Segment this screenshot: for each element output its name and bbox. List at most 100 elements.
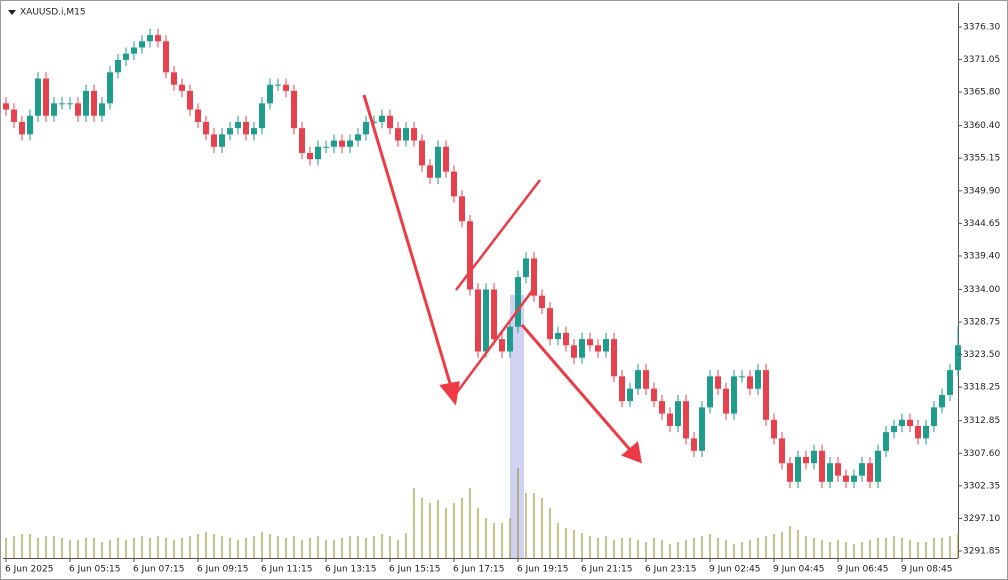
channel-line <box>455 179 541 291</box>
candle-body <box>915 425 921 439</box>
y-tick-label: 3318.25 <box>963 383 1000 393</box>
candle-body <box>723 388 729 414</box>
candle-body <box>91 90 97 116</box>
candle-body <box>739 376 745 378</box>
candle-body <box>155 35 161 42</box>
candle-body <box>867 463 873 482</box>
candle-body <box>251 128 257 135</box>
x-tick-label: 9 Jun 06:45 <box>837 565 888 575</box>
y-tick-label: 3312.85 <box>963 416 1000 426</box>
candle-body <box>259 103 265 129</box>
candle-body <box>107 72 113 104</box>
candle-body <box>883 432 889 451</box>
candle-body <box>347 140 353 147</box>
candle-body <box>851 475 857 482</box>
candle-body <box>507 326 513 352</box>
y-tick-label: 3349.90 <box>963 186 1000 196</box>
candle-body <box>363 121 369 135</box>
highlight-band <box>510 295 524 558</box>
candle-body <box>3 103 9 110</box>
candle-body <box>795 456 801 482</box>
candle-body <box>811 450 817 464</box>
candle-body <box>371 121 377 123</box>
candle-body <box>907 419 913 426</box>
arrow-line <box>362 94 454 391</box>
candle-body <box>419 140 425 166</box>
candle-body <box>35 78 41 116</box>
x-tick-label: 6 Jun 09:15 <box>197 565 248 575</box>
candle-body <box>283 84 289 91</box>
candle-body <box>731 376 737 414</box>
candle-body <box>859 463 865 476</box>
candle-body <box>331 140 337 147</box>
y-tick-label: 3323.50 <box>963 350 1000 360</box>
x-tick-label: 6 Jun 2025 <box>5 565 53 575</box>
candle-body <box>203 121 209 135</box>
candle-body <box>395 128 401 141</box>
x-tick-label: 6 Jun 13:15 <box>325 565 376 575</box>
candle-body <box>683 401 689 439</box>
candle-body <box>923 425 929 439</box>
candle-body <box>659 401 665 414</box>
x-tick-label: 9 Jun 04:45 <box>773 565 824 575</box>
candle-body <box>467 221 473 290</box>
y-tick-label: 3355.15 <box>963 154 1000 164</box>
candle-body <box>787 463 793 482</box>
candle-body <box>11 109 17 122</box>
candle-body <box>611 339 617 377</box>
y-tick-label: 3334.00 <box>963 285 1000 295</box>
candle-body <box>587 339 593 346</box>
candle-body <box>931 407 937 426</box>
candle-body <box>267 84 273 104</box>
candle-body <box>147 35 153 42</box>
candle-body <box>83 90 89 116</box>
candle-body <box>211 134 217 147</box>
candle-body <box>955 345 961 371</box>
x-tick-label: 6 Jun 23:15 <box>645 565 696 575</box>
y-tick-label: 3344.65 <box>963 219 1000 229</box>
candle-body <box>227 128 233 135</box>
candle-body <box>763 370 769 420</box>
chart-title: XAUUSD.i,M15 <box>20 8 86 18</box>
candle-body <box>939 394 945 408</box>
candle-body <box>187 90 193 110</box>
candle-body <box>483 289 489 352</box>
candle-body <box>43 78 49 116</box>
menu-triangle[interactable] <box>8 10 16 15</box>
candle-body <box>595 345 601 352</box>
candle-body <box>947 370 953 395</box>
candle-body <box>115 59 121 73</box>
candle-body <box>403 128 409 141</box>
candle-body <box>123 53 129 60</box>
arrow-head <box>621 441 642 464</box>
candle-body <box>27 115 33 135</box>
candle-body <box>475 289 481 352</box>
y-tick-label: 3291.85 <box>963 546 1000 556</box>
candle-body <box>891 425 897 433</box>
candle-body <box>323 146 329 148</box>
plot-area <box>3 28 961 558</box>
y-tick-label: 3328.75 <box>963 318 1000 328</box>
x-tick-label: 6 Jun 21:15 <box>581 565 632 575</box>
candle-body <box>19 121 25 135</box>
candle-body <box>531 258 537 296</box>
candle-body <box>219 134 225 147</box>
candle-body <box>515 277 521 327</box>
candle-body <box>635 370 641 389</box>
candle-body <box>835 463 841 476</box>
x-tick-label: 9 Jun 08:45 <box>901 565 952 575</box>
candle-body <box>747 376 753 389</box>
candle-body <box>619 376 625 402</box>
candle-body <box>827 463 833 482</box>
candle-body <box>275 84 281 86</box>
candle-body <box>139 41 145 48</box>
candle-body <box>59 103 65 105</box>
candle-body <box>803 456 809 464</box>
candle-body <box>179 84 185 91</box>
y-tick-label: 3371.05 <box>963 55 1000 65</box>
y-tick-label: 3307.60 <box>963 449 1000 459</box>
candle-body <box>131 47 137 54</box>
candle-body <box>315 146 321 160</box>
x-tick-label: 6 Jun 07:15 <box>133 565 184 575</box>
